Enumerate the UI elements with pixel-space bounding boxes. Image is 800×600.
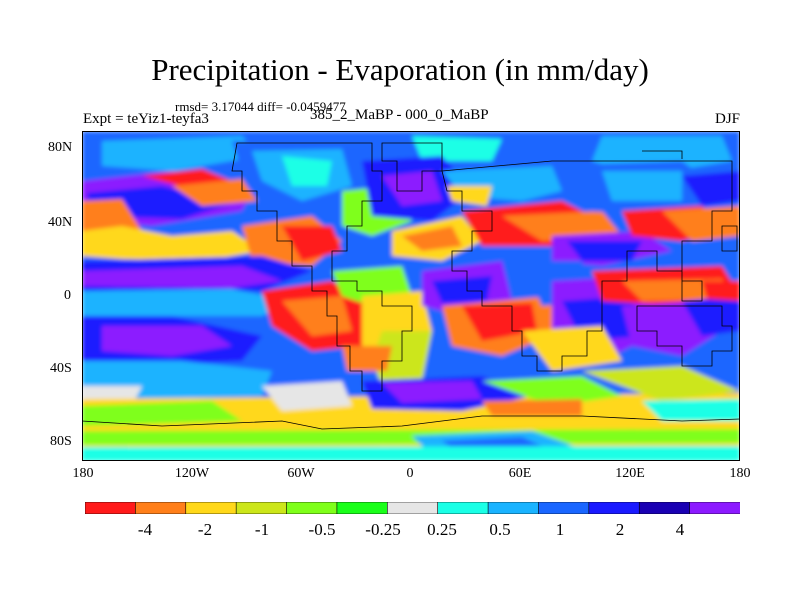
experiment-label: Expt = teYiz1-teyfa3 [83, 111, 209, 127]
stats-text: rmsd= 3.17044 diff= -0.0459477 [175, 99, 346, 114]
pme-map [82, 131, 740, 461]
lat-label-0: 0 [64, 288, 71, 303]
colorbar-swatch [487, 502, 540, 514]
comparison-label: 385_2_MaBP - 000_0_MaBP [310, 107, 489, 123]
colorbar-label: 1 [555, 520, 565, 539]
lat-label-40n: 40N [48, 215, 73, 230]
lon-label-180w: 180 [72, 466, 94, 481]
colorbar-label: -2 [197, 520, 213, 539]
colorbar-swatch [185, 502, 237, 514]
colorbar-swatch [689, 502, 740, 514]
colorbar-label: 0.5 [489, 520, 511, 539]
colorbar-swatch [538, 502, 590, 514]
lon-label-120w: 120W [174, 466, 210, 481]
colorbar-swatch [235, 502, 288, 514]
lon-label-0: 0 [406, 466, 414, 481]
colorbar-swatch [638, 502, 691, 514]
colorbar-swatch [85, 502, 136, 514]
lat-label-80s: 80S [50, 434, 72, 449]
lon-label-60w: 60W [287, 466, 315, 481]
colorbar-label: -4 [137, 520, 153, 539]
lon-label-180e: 180 [729, 466, 751, 481]
colorbar-label: 2 [615, 520, 625, 539]
colorbar-swatch [336, 502, 388, 514]
colorbar [85, 502, 740, 514]
colorbar-swatch [387, 502, 439, 514]
colorbar-label: 0.25 [427, 520, 457, 539]
lat-label-40s: 40S [50, 361, 72, 376]
season-label: DJF [714, 111, 740, 127]
colorbar-swatch [135, 502, 187, 514]
colorbar-label: 4 [675, 520, 685, 539]
colorbar-label: -0.5 [308, 520, 336, 539]
colorbar-label: -0.25 [365, 520, 401, 539]
colorbar-label: -1 [254, 520, 270, 539]
lat-label-80n: 80N [48, 140, 73, 155]
colorbar-swatch [588, 502, 640, 514]
lon-label-60e: 60E [508, 466, 532, 481]
chart-title: Precipitation - Evaporation (in mm/day) [151, 52, 649, 87]
lon-label-120e: 120E [615, 466, 645, 481]
colorbar-swatch [286, 502, 338, 514]
colorbar-swatch [437, 502, 489, 514]
